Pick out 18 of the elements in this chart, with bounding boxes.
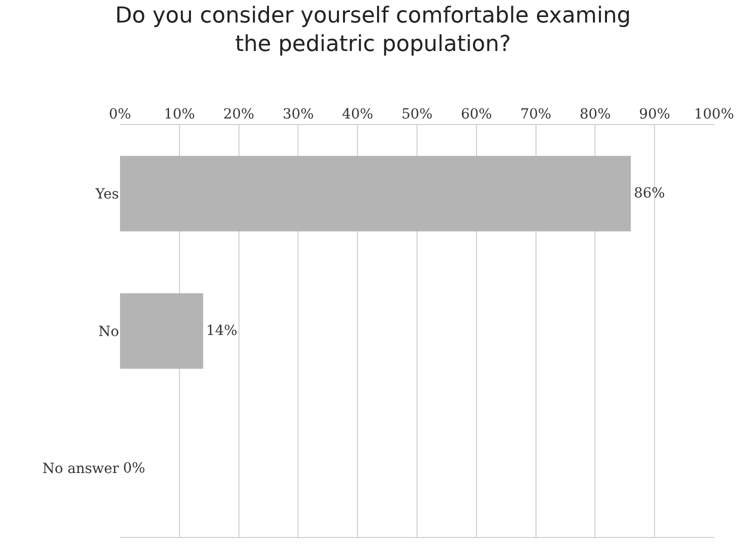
x-tick-label: 90% [639, 106, 670, 122]
x-tick-label: 20% [223, 106, 254, 122]
x-tick-label: 10% [164, 106, 195, 122]
y-tick-label: No answer [42, 461, 120, 478]
y-tick-label: No [98, 324, 119, 340]
x-tick-label: 100% [694, 106, 734, 122]
x-tick-label: 70% [520, 106, 552, 122]
data-label: 86% [634, 186, 665, 202]
y-tick-label: Yes [94, 186, 119, 203]
x-tick-label: 30% [282, 106, 314, 122]
chart-title: Do you consider yourself comfortable examing the pediatric population? [115, 3, 631, 57]
x-tick-label: 40% [342, 106, 374, 122]
x-tick-label: 80% [580, 106, 611, 122]
data-label: 0% [123, 460, 146, 476]
x-tick-label: 50% [401, 106, 433, 122]
x-tick-label: 60% [460, 106, 492, 122]
data-label: 14% [206, 323, 238, 339]
x-tick-label: 0% [108, 106, 132, 122]
